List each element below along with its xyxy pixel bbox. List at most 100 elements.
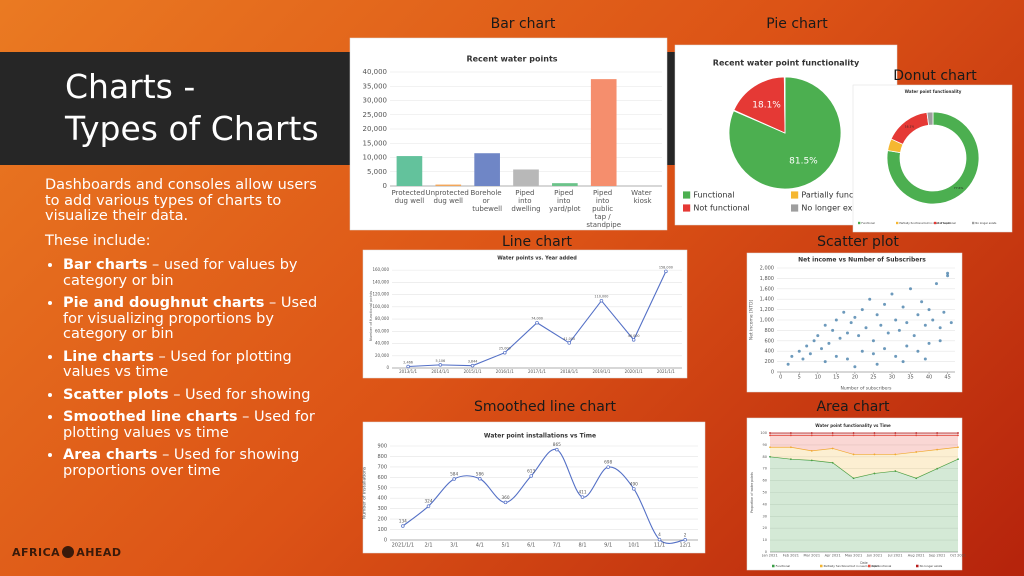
y-tick-label: 1,000 <box>760 318 774 324</box>
y-tick-label: 15,000 <box>363 139 388 147</box>
value-label: 3,844 <box>468 360 478 364</box>
point <box>438 363 443 367</box>
y-tick-label: 300 <box>377 506 387 512</box>
point <box>401 524 405 528</box>
x-tick-label: Mar 2021 <box>803 554 820 558</box>
point <box>905 321 909 325</box>
point <box>503 350 507 355</box>
point <box>916 349 920 353</box>
bullet: Bar charts – used for values by category… <box>63 257 320 289</box>
bullet-text: – Used for plotting values vs time <box>63 409 315 441</box>
point <box>915 477 918 480</box>
point <box>852 477 855 480</box>
bullet: Scatter plots – Used for showing <box>63 386 320 404</box>
value-label: 613 <box>527 468 535 474</box>
slice <box>783 76 786 134</box>
value-label: 5,106 <box>435 359 445 363</box>
y-tick-label: 100 <box>377 527 387 533</box>
value-label: 46,000 <box>628 334 640 338</box>
point <box>789 434 792 437</box>
chart-title: Water point functionality vs Time <box>815 423 891 428</box>
point <box>632 487 636 491</box>
y-axis-label: Net income [NTD] <box>749 300 755 341</box>
y-tick-label: 5,000 <box>367 168 387 176</box>
y-tick-label: 40,000 <box>363 68 388 76</box>
point <box>927 341 931 345</box>
y-tick-label: 200 <box>764 359 774 365</box>
value-label: 490 <box>630 481 638 487</box>
area-fill <box>770 435 958 455</box>
chart-caption: Line chart <box>502 234 573 250</box>
y-tick-label: 600 <box>377 475 387 481</box>
area-fill <box>770 433 958 436</box>
y-tick-label: 0 <box>765 550 767 554</box>
point <box>873 472 876 475</box>
point <box>873 434 876 437</box>
bullet-text: – used for values by category or bin <box>63 257 298 289</box>
point <box>923 357 927 361</box>
point <box>555 447 559 452</box>
legend-swatch <box>934 221 937 225</box>
point <box>936 448 939 451</box>
value-label: 25,000 <box>499 347 511 351</box>
value-label: 134 <box>399 519 407 525</box>
lead: These include: <box>45 232 151 249</box>
point <box>657 537 662 542</box>
point <box>909 287 912 291</box>
chart-panel <box>746 252 963 393</box>
point <box>426 504 431 508</box>
x-axis-label: Date <box>860 561 868 565</box>
bullet: Area charts – Used for showing proportio… <box>63 447 320 479</box>
x-tick-label: Piped into dwelling <box>511 189 540 213</box>
bullet-text: – Used for showing <box>168 386 311 403</box>
point <box>470 363 475 368</box>
bullet: Line charts – Used for plotting values v… <box>63 349 320 381</box>
legend-swatch <box>972 221 975 225</box>
bullet-list: Bar charts – used for values by category… <box>45 257 320 479</box>
point <box>905 344 909 348</box>
y-tick-label: 90 <box>763 443 767 447</box>
logo: AFRICA AHEAD <box>12 546 122 559</box>
point <box>808 352 812 356</box>
bullet: Smoothed line charts – Used for plotting… <box>63 409 320 441</box>
point <box>915 451 918 453</box>
x-tick-label: 4/1 <box>476 543 484 549</box>
legend-label: Functional <box>861 221 875 225</box>
point <box>873 453 876 456</box>
point <box>957 432 959 434</box>
point <box>535 320 539 325</box>
value-label: 158,000 <box>659 265 673 269</box>
x-tick-label: 8/1 <box>578 543 586 549</box>
y-tick-label: 60,000 <box>375 328 389 333</box>
point <box>901 305 905 309</box>
point <box>912 334 916 338</box>
value-label: 2,466 <box>403 360 413 364</box>
point <box>894 354 898 358</box>
bullet-term: Pie and doughnut charts <box>63 295 265 311</box>
x-tick-label: 10/1 <box>628 543 639 549</box>
point <box>873 432 876 434</box>
legend-swatch <box>772 564 775 568</box>
point <box>805 344 809 348</box>
point <box>875 362 879 366</box>
point <box>901 360 905 364</box>
x-tick-label: 2019/1/1 <box>592 369 610 374</box>
y-tick-label: 0 <box>771 370 774 376</box>
point <box>831 432 834 434</box>
x-tick-label: 5/1 <box>501 543 509 549</box>
point <box>936 467 939 470</box>
x-tick-label: Jan 2021 <box>761 554 777 558</box>
point <box>927 308 931 312</box>
x-tick-label: Jun 2021 <box>866 554 883 558</box>
x-tick-label: 2020/1/1 <box>625 369 643 374</box>
x-tick-label: 7/1 <box>553 543 561 549</box>
x-tick-label: 25 <box>870 375 876 381</box>
x-tick-label: 3/1 <box>450 543 458 549</box>
y-tick-label: 80 <box>763 455 767 459</box>
point <box>946 274 950 278</box>
y-tick-label: 500 <box>377 485 387 491</box>
point <box>810 434 813 437</box>
x-tick-label: 35 <box>907 375 913 381</box>
value-label: 2 <box>684 532 687 538</box>
x-tick-label: Feb 2021 <box>783 554 799 558</box>
